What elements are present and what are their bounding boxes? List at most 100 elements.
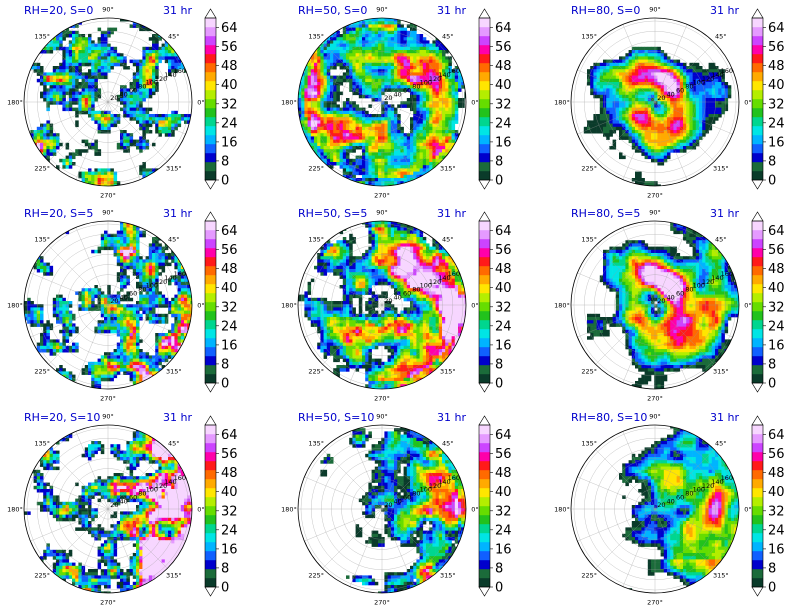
colorbar-tick-label: 56	[221, 40, 238, 55]
angle-tick-label: 270°	[374, 192, 390, 200]
radial-tick-label: 140	[164, 274, 176, 282]
colorbar-bin	[752, 284, 763, 294]
colorbar-bin	[205, 126, 216, 136]
colorbar-bin	[479, 284, 490, 294]
radial-tick-label: 80	[412, 490, 420, 498]
colorbar-bin	[479, 302, 490, 312]
colorbar-tick-label: 32	[495, 504, 512, 519]
colorbar-bin	[205, 45, 216, 55]
radial-tick-label: 60	[676, 86, 684, 94]
colorbar-tick-label: 16	[768, 542, 785, 557]
colorbar-tick-label: 40	[495, 78, 512, 93]
colorbar-tick-label: 64	[221, 428, 238, 443]
radial-tick-label: 140	[438, 478, 450, 486]
angle-tick-label: 0°	[744, 506, 751, 514]
colorbar-tick-label: 0	[768, 377, 776, 392]
colorbar-bin	[752, 63, 763, 73]
panel-time: 31 hr	[710, 207, 739, 220]
angle-tick-label: 315°	[440, 367, 456, 375]
colorbar-tick-label: 48	[495, 466, 512, 481]
precip-field	[583, 46, 732, 186]
colorbar-bin	[479, 578, 490, 588]
colorbar-extend-max	[204, 8, 217, 19]
radial-tick-label: 140	[438, 274, 450, 282]
colorbar-bin	[479, 153, 490, 163]
colorbar-bin	[752, 99, 763, 109]
colorbar-tick-label: 32	[768, 300, 785, 315]
radial-tick-label: 40	[667, 497, 675, 505]
colorbar-bin	[752, 452, 763, 462]
colorbar-bin	[205, 470, 216, 480]
polar-grid	[24, 425, 192, 593]
angle-tick-label: 180°	[554, 506, 570, 514]
colorbar: 0 8 16 24 32 40 48 56 64	[478, 415, 512, 597]
radial-tick-label: 20	[110, 501, 118, 509]
colorbar-bin	[205, 434, 216, 444]
angle-tick-label: 90°	[376, 413, 388, 421]
colorbar-bin	[205, 239, 216, 249]
panel-time: 31 hr	[710, 411, 739, 424]
angle-tick-label: 315°	[713, 571, 729, 579]
colorbar-tick-label: 56	[768, 447, 785, 462]
radial-tick-label: 100	[693, 282, 705, 290]
colorbar-bin	[752, 45, 763, 55]
radial-tick-label: 60	[676, 493, 684, 501]
radial-tick-label: 60	[403, 289, 411, 297]
colorbar-bin	[479, 497, 490, 507]
angle-tick-label: 225°	[581, 367, 597, 375]
angle-tick-label: 90°	[376, 6, 388, 14]
angle-tick-label: 45°	[442, 236, 454, 244]
panel-title: RH=50, S=10	[298, 411, 374, 424]
colorbar-bin	[752, 275, 763, 285]
angle-tick-label: 45°	[442, 33, 454, 41]
colorbar-bin	[479, 542, 490, 552]
radial-tick-label: 160	[448, 270, 460, 278]
angle-tick-label: 0°	[197, 302, 204, 310]
colorbar-bin	[205, 108, 216, 118]
colorbar-extend-max	[478, 211, 491, 222]
colorbar-bin	[752, 506, 763, 516]
colorbar: 0 8 16 24 32 40 48 56 64	[751, 415, 785, 597]
colorbar-bin	[205, 356, 216, 366]
colorbar-bin	[752, 338, 763, 348]
colorbar-bin	[479, 63, 490, 73]
colorbar-tick-label: 0	[221, 581, 229, 596]
colorbar-bin	[752, 108, 763, 118]
colorbar-bin	[752, 54, 763, 64]
panel-time: 31 hr	[163, 207, 192, 220]
radial-tick-label: 160	[721, 474, 733, 482]
colorbar-tick-label: 64	[768, 224, 785, 239]
colorbar-bin	[752, 320, 763, 330]
colorbar-bin	[205, 374, 216, 384]
angle-tick-label: 0°	[471, 302, 478, 310]
colorbar-tick-label: 32	[495, 300, 512, 315]
polar-frame	[570, 220, 740, 390]
radial-tick-label: 160	[448, 67, 460, 75]
colorbar-bin	[205, 488, 216, 498]
colorbar-tick-label: 40	[768, 281, 785, 296]
radial-tick-label: 160	[174, 474, 186, 482]
colorbar-tick-label: 0	[221, 377, 229, 392]
colorbar-tick-label: 8	[221, 154, 229, 169]
radial-tick-label: 120	[155, 75, 167, 83]
colorbar-bin	[752, 18, 763, 28]
colorbar: 0 8 16 24 32 40 48 56 64	[204, 8, 238, 190]
colorbar-tick-label: 8	[221, 561, 229, 576]
angle-tick-label: 315°	[713, 367, 729, 375]
colorbar-bin	[752, 560, 763, 570]
colorbar-tick-label: 56	[768, 40, 785, 55]
radial-tick-label: 80	[138, 83, 146, 91]
colorbar-bin	[752, 356, 763, 366]
colorbar-tick-label: 32	[221, 504, 238, 519]
polar-frame	[297, 220, 467, 390]
colorbar-tick-label: 8	[768, 154, 776, 169]
radial-tick-label: 140	[711, 274, 723, 282]
radial-tick-label: 140	[164, 71, 176, 79]
angle-tick-label: 45°	[715, 33, 727, 41]
colorbar-tick-label: 24	[221, 523, 238, 538]
radial-tick-label: 20	[657, 297, 665, 305]
colorbar-bin	[479, 434, 490, 444]
colorbar-extend-max	[204, 415, 217, 426]
colorbar-bin	[752, 434, 763, 444]
